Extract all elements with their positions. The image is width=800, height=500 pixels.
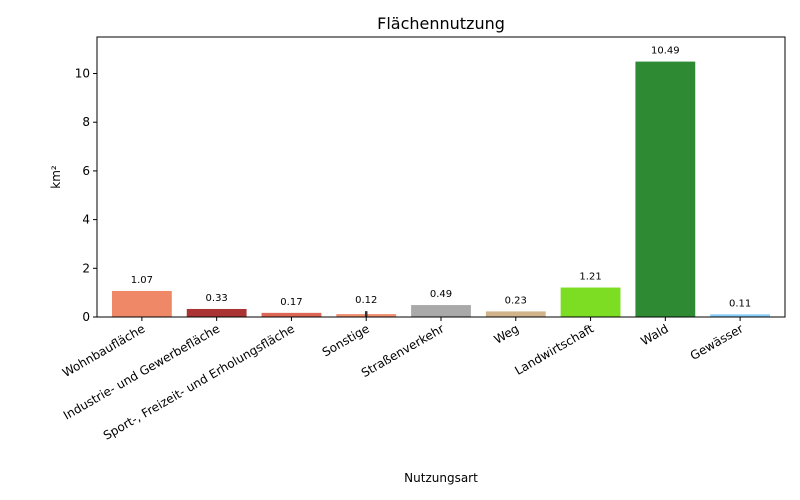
- x-tick-label: Wald: [638, 321, 670, 348]
- data-label: 0.11: [729, 298, 751, 309]
- x-tick-label: Weg: [492, 321, 522, 346]
- chart-title: Flächennutzung: [377, 14, 505, 33]
- y-tick-label: 6: [82, 164, 90, 178]
- bar: [111, 290, 172, 317]
- bar: [411, 305, 471, 317]
- y-tick-label: 2: [82, 261, 90, 275]
- y-tick-label: 8: [82, 115, 90, 129]
- data-label: 1.21: [579, 272, 601, 283]
- bar: [560, 287, 621, 317]
- data-label: 0.33: [206, 293, 228, 304]
- data-label: 10.49: [651, 46, 680, 57]
- bar: [186, 308, 247, 317]
- data-label: 0.49: [430, 289, 452, 300]
- bar: [710, 314, 771, 317]
- bar: [261, 312, 322, 317]
- bar: [485, 311, 546, 317]
- x-axis-label: Nutzungsart: [404, 471, 478, 485]
- data-label: 1.07: [131, 275, 153, 286]
- y-tick-label: 10: [75, 67, 90, 81]
- x-tick-label: Landwirtschaft: [512, 321, 596, 378]
- bar: [635, 61, 696, 317]
- y-tick-label: 4: [82, 213, 90, 227]
- data-label: 0.23: [505, 295, 527, 306]
- data-label: 0.12: [355, 295, 377, 306]
- data-label: 0.17: [280, 297, 302, 308]
- y-tick-label: 0: [82, 310, 90, 324]
- y-axis-label: km²: [49, 165, 63, 189]
- x-tick-label: Straßenverkehr: [359, 321, 447, 380]
- x-tick-label: Sonstige: [320, 321, 372, 359]
- x-tick-label: Gewässer: [688, 321, 746, 362]
